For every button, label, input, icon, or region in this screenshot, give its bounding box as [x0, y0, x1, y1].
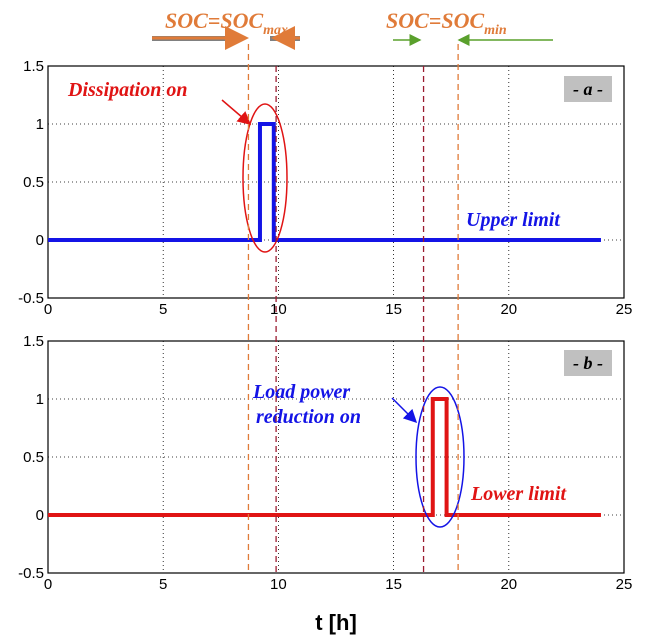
soc-marker-lines — [247, 44, 459, 573]
x-tick-label: 15 — [385, 301, 402, 318]
series-line — [48, 397, 601, 517]
x-tick-label: 0 — [44, 301, 52, 318]
y-tick-label: 1.5 — [23, 58, 44, 75]
panel-a: 0 5 10 15 20 25-0.500.511.5 - a - Dissipation… — [18, 58, 632, 318]
soc-min-label: SOC=SOCmin — [386, 8, 507, 38]
annotation-line-2: reduction on — [256, 406, 361, 428]
highlight-ellipse — [242, 103, 288, 253]
annotation-lower-limit: Lower limit — [470, 483, 567, 505]
annotation-upper-limit: Upper limit — [466, 209, 561, 231]
panel-tag-box — [564, 76, 612, 102]
annotation-line-1: Load power — [252, 381, 350, 403]
panel-tag: - b - — [573, 353, 603, 373]
x-tick-label: 20 — [500, 576, 517, 593]
x-tick-label: 25 — [616, 301, 633, 318]
y-tick-label: 0 — [36, 232, 44, 249]
x-tick-label: 0 — [44, 576, 52, 593]
panel-tag: - a - — [573, 79, 603, 99]
tick-labels: 0 5 10 15 20 25-0.500.511.5 — [18, 58, 632, 318]
soc-max-label: SOC=SOCmax — [165, 8, 288, 38]
x-tick-label: 5 — [159, 576, 167, 593]
y-tick-label: 1.5 — [23, 333, 44, 350]
x-tick-label: 10 — [270, 576, 287, 593]
svg-text:SOC=SOCmax: SOC=SOCmax — [165, 8, 288, 38]
y-tick-label: -0.5 — [18, 565, 44, 582]
y-tick-label: 0.5 — [23, 174, 44, 191]
panel-tag-box — [564, 350, 612, 376]
x-tick-label: 20 — [500, 301, 517, 318]
highlight-ellipse — [415, 386, 465, 528]
y-tick-label: 1 — [36, 391, 44, 408]
tick-labels: 0 5 10 15 20 25-0.500.511.5 — [18, 333, 632, 593]
y-tick-label: 0 — [36, 507, 44, 524]
y-tick-label: 1 — [36, 116, 44, 133]
annotation-arrow — [221, 99, 252, 125]
svg-text:SOC=SOCmin: SOC=SOCmin — [386, 8, 507, 38]
x-tick-label: 25 — [616, 576, 633, 593]
series-line — [48, 122, 601, 242]
soc-max-arrows — [152, 26, 300, 50]
panel-b: 0 5 10 15 20 25-0.500.511.5 - b - Load power … — [18, 333, 632, 593]
x-tick-label: 5 — [159, 301, 167, 318]
annotation-arrow — [391, 397, 418, 424]
x-tick-label: 10 — [270, 301, 287, 318]
y-tick-label: -0.5 — [18, 290, 44, 307]
x-tick-label: 15 — [385, 576, 402, 593]
x-axis-label: t [h] — [315, 610, 357, 635]
y-tick-label: 0.5 — [23, 449, 44, 466]
annotation-dissipation: Dissipation on — [67, 79, 187, 101]
